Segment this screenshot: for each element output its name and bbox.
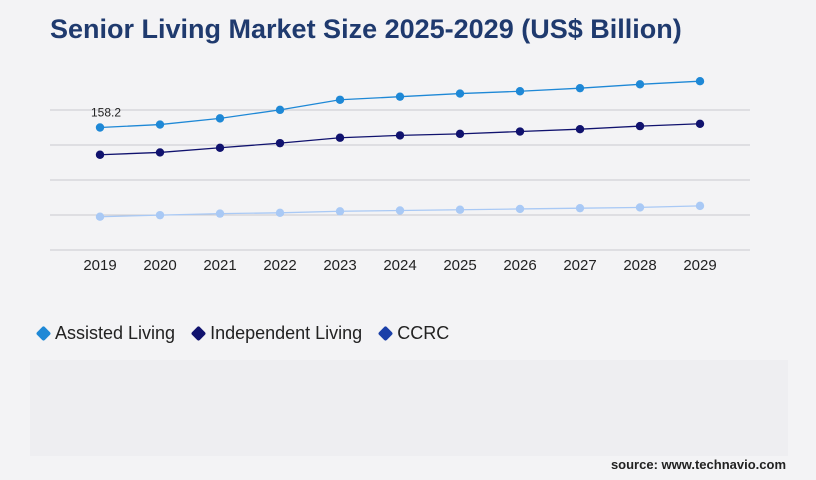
series-points [95, 76, 705, 221]
legend-label: Independent Living [210, 323, 363, 343]
data-label: 158.2 [91, 106, 121, 120]
legend-marker-icon [190, 325, 207, 342]
x-tick-label: 2023 [323, 257, 356, 274]
x-tick-label: 2026 [503, 257, 536, 274]
legend-item: CCRC [377, 323, 450, 344]
data-point [335, 95, 345, 104]
legend-item: Independent Living [190, 323, 363, 344]
data-point [395, 131, 405, 140]
legend-item: Assisted Living [35, 323, 176, 344]
series-lines [99, 80, 701, 218]
data-point [335, 207, 345, 216]
empty-panel [30, 360, 788, 456]
data-point [275, 138, 285, 148]
data-point [275, 105, 285, 115]
data-point [515, 87, 525, 96]
data-point [275, 208, 285, 218]
data-point [515, 204, 525, 214]
x-tick-label: 2024 [383, 257, 416, 274]
data-point [395, 92, 405, 101]
data-point [95, 212, 105, 221]
x-tick-label: 2029 [683, 257, 716, 274]
line-chart: 2019 2020 2021 2022 2023 2024 2025 2026 2027 2028… [50, 76, 750, 274]
data-point [575, 125, 585, 134]
data-point [335, 133, 345, 142]
series-line-0 [99, 80, 701, 129]
x-tick-label: 2028 [623, 257, 656, 274]
chart-legend: Assisted Living Independent Living CCRC [35, 323, 450, 344]
data-point [395, 206, 405, 215]
data-point [695, 76, 705, 86]
x-tick-label: 2027 [563, 257, 596, 274]
data-point [215, 209, 225, 218]
data-point [695, 119, 705, 128]
data-point [575, 83, 585, 93]
data-point [575, 203, 585, 213]
data-point [455, 89, 465, 98]
source-text: source: www.technavio.com [610, 457, 786, 472]
data-point [155, 120, 165, 129]
data-point [95, 150, 105, 159]
legend-marker-icon [377, 325, 394, 342]
chart-title: Senior Living Market Size 2025-2029 (US$… [50, 14, 682, 44]
x-tick-label: 2022 [263, 257, 296, 274]
data-point [635, 80, 645, 89]
data-point [635, 203, 645, 212]
data-point [215, 143, 225, 152]
data-point [455, 205, 465, 214]
data-point [455, 129, 465, 139]
x-tick-label: 2020 [143, 257, 176, 274]
data-point [635, 121, 645, 131]
legend-label: Assisted Living [55, 323, 176, 343]
data-point [155, 148, 165, 157]
x-axis-tick-labels: 2019 2020 2021 2022 2023 2024 2025 2026 2027 2028… [83, 257, 716, 274]
x-tick-label: 2019 [83, 257, 116, 274]
data-point [95, 123, 105, 132]
x-tick-label: 2025 [443, 257, 476, 274]
legend-label: CCRC [397, 323, 450, 343]
gridlines [50, 109, 750, 251]
data-point [695, 201, 705, 211]
legend-marker-icon [35, 325, 52, 342]
data-point [215, 114, 225, 123]
annotations: 158.2 [91, 106, 121, 120]
data-point [155, 210, 165, 220]
data-point [515, 127, 525, 136]
x-tick-label: 2021 [203, 257, 236, 274]
